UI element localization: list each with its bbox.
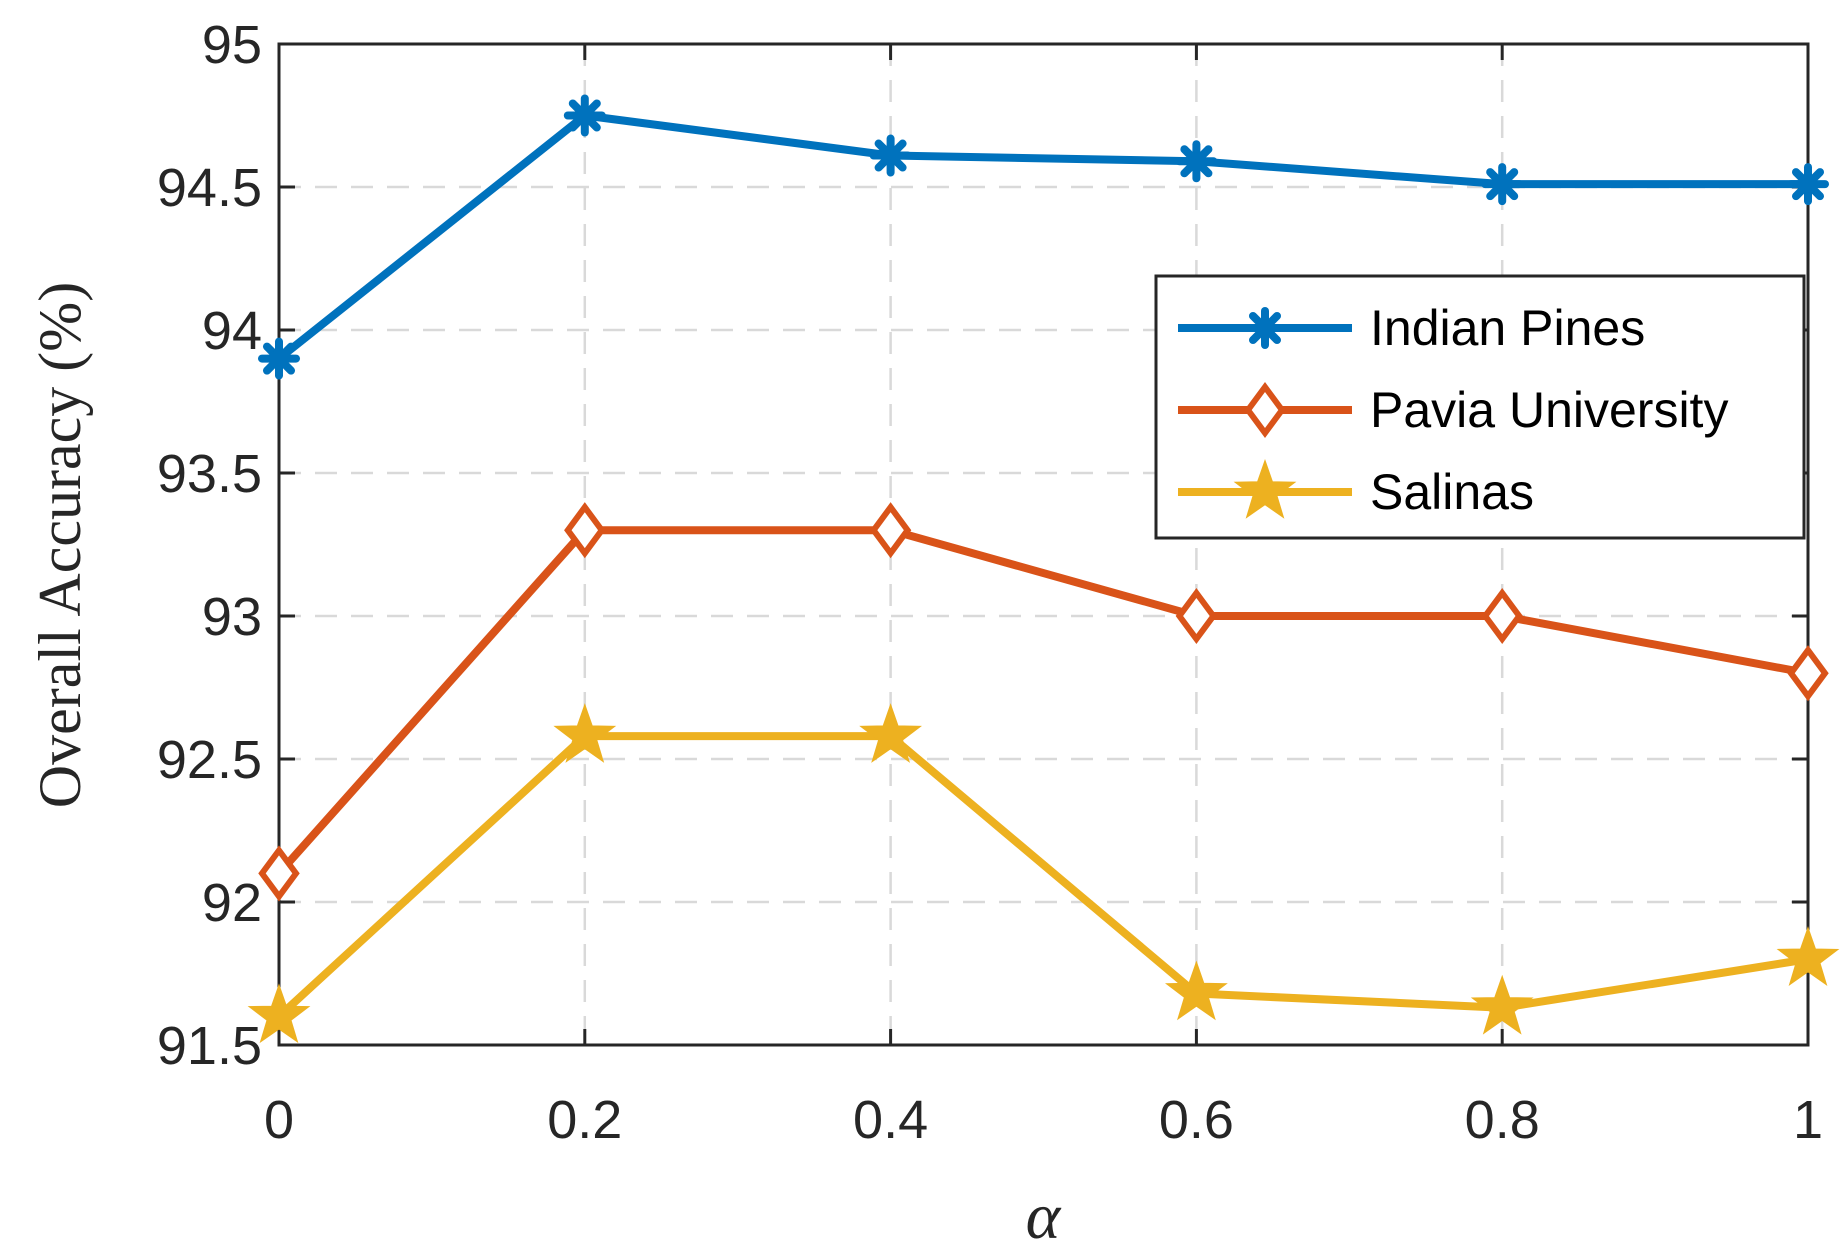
- data-point-marker: [1244, 307, 1286, 349]
- y-tick-label: 93.5: [157, 444, 262, 504]
- data-point-marker: [247, 983, 311, 1044]
- data-point-marker: [258, 845, 300, 902]
- data-point-marker: [1481, 587, 1523, 645]
- asterisk-core: [1493, 175, 1512, 194]
- series-line: [275, 526, 1812, 878]
- y-tick-label: 92: [202, 873, 262, 933]
- y-tick-label: 93: [202, 587, 262, 647]
- data-point-marker: [563, 94, 606, 137]
- data-point-marker: [1776, 926, 1840, 986]
- data-point-marker: [564, 502, 606, 559]
- asterisk-core: [270, 349, 288, 368]
- data-point-marker: [1787, 163, 1829, 206]
- y-tick-label: 95: [202, 15, 262, 75]
- axis-ticks: 0 0.2 0.4 0.6 0.8 1 91.5 92 92.5 93 93.5 94 94.5 95: [157, 15, 1823, 1150]
- legend-item: Pavia University: [1178, 381, 1728, 439]
- legend-label: Salinas: [1370, 464, 1534, 520]
- data-point-marker: [1175, 140, 1218, 183]
- x-tick-label: 0: [264, 1090, 294, 1150]
- data-point-marker: [1481, 163, 1524, 206]
- series-line: [275, 111, 1812, 363]
- asterisk-core: [1187, 152, 1206, 171]
- data-point-marker: [1470, 974, 1534, 1035]
- series-line: [275, 732, 1812, 1021]
- series-salinas: [247, 703, 1840, 1044]
- data-point-marker: [1165, 960, 1228, 1021]
- x-tick-label: 1: [1793, 1090, 1823, 1150]
- plot-frame: [277, 42, 1810, 1047]
- series-layer: [247, 94, 1840, 1044]
- legend-item: Salinas: [1178, 458, 1534, 520]
- data-point-marker: [1244, 381, 1286, 439]
- legend-item: Indian Pines: [1178, 300, 1645, 356]
- series-pavia-university: [258, 502, 1829, 902]
- data-point-marker: [1787, 645, 1829, 702]
- y-tick-label: 92.5: [157, 730, 262, 790]
- x-tick-label: 0.4: [853, 1090, 928, 1150]
- y-tick-label: 94: [202, 301, 262, 361]
- asterisk-core: [1256, 319, 1274, 337]
- asterisk-core: [1799, 175, 1817, 194]
- asterisk-core: [881, 146, 900, 165]
- data-point-marker: [859, 703, 922, 763]
- data-point-marker: [1233, 458, 1297, 519]
- y-tick-label: 94.5: [157, 158, 262, 218]
- series-indian-pines: [258, 94, 1829, 380]
- legend-label: Indian Pines: [1370, 300, 1645, 356]
- y-axis-label: Overall Accuracy (%): [27, 282, 93, 808]
- asterisk-core: [575, 106, 594, 125]
- data-point-marker: [1175, 587, 1218, 645]
- legend-label: Pavia University: [1370, 382, 1728, 438]
- data-point-marker: [869, 134, 912, 177]
- data-point-marker: [258, 337, 300, 380]
- x-tick-label: 0.6: [1159, 1090, 1234, 1150]
- x-axis-label: α: [1026, 1180, 1062, 1253]
- grid-lines: [279, 44, 1808, 1045]
- x-tick-label: 0.2: [547, 1090, 622, 1150]
- data-point-marker: [869, 502, 912, 559]
- legend: Indian Pines Pavia University Salinas: [1154, 274, 1806, 540]
- y-tick-label: 91.5: [157, 1016, 262, 1076]
- x-tick-label: 0.8: [1465, 1090, 1540, 1150]
- data-point-marker: [553, 703, 617, 763]
